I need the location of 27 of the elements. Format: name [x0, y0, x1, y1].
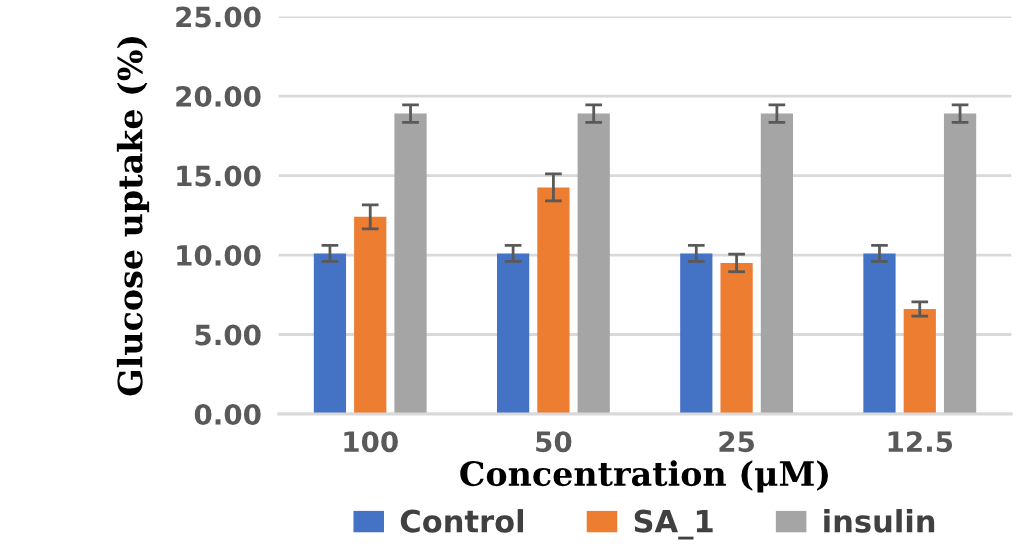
x-tick-label: 12.5: [888, 431, 953, 453]
y-tick-label: 10.00: [177, 244, 261, 266]
bar: [720, 262, 753, 414]
y-axis-title: Glucose uptake (%): [116, 36, 150, 396]
bar: [537, 187, 570, 414]
bar: [760, 113, 794, 414]
bar: [577, 113, 610, 414]
x-tick-label: 50: [536, 431, 572, 453]
legend-label: SA_1: [634, 509, 713, 540]
bar: [680, 253, 713, 414]
x-axis-title: Concentration (μM): [460, 460, 828, 493]
y-tick-label: 25.00: [176, 6, 261, 28]
bar: [863, 253, 896, 414]
bar: [394, 113, 427, 414]
y-tick-label: 15.00: [177, 165, 261, 187]
bar: [313, 253, 347, 414]
x-tick-label: 25: [719, 431, 754, 453]
bar: [496, 253, 530, 414]
y-tick-label: 5.00: [195, 324, 261, 346]
bar: [943, 113, 977, 414]
y-tick-label: 0.00: [194, 403, 261, 425]
bar: [354, 216, 387, 414]
y-tick-label: 20.00: [176, 85, 261, 107]
bar: [903, 309, 936, 414]
x-tick-label: 100: [344, 431, 398, 453]
legend-label: insulin: [824, 509, 935, 533]
legend-label: Control: [400, 509, 524, 533]
